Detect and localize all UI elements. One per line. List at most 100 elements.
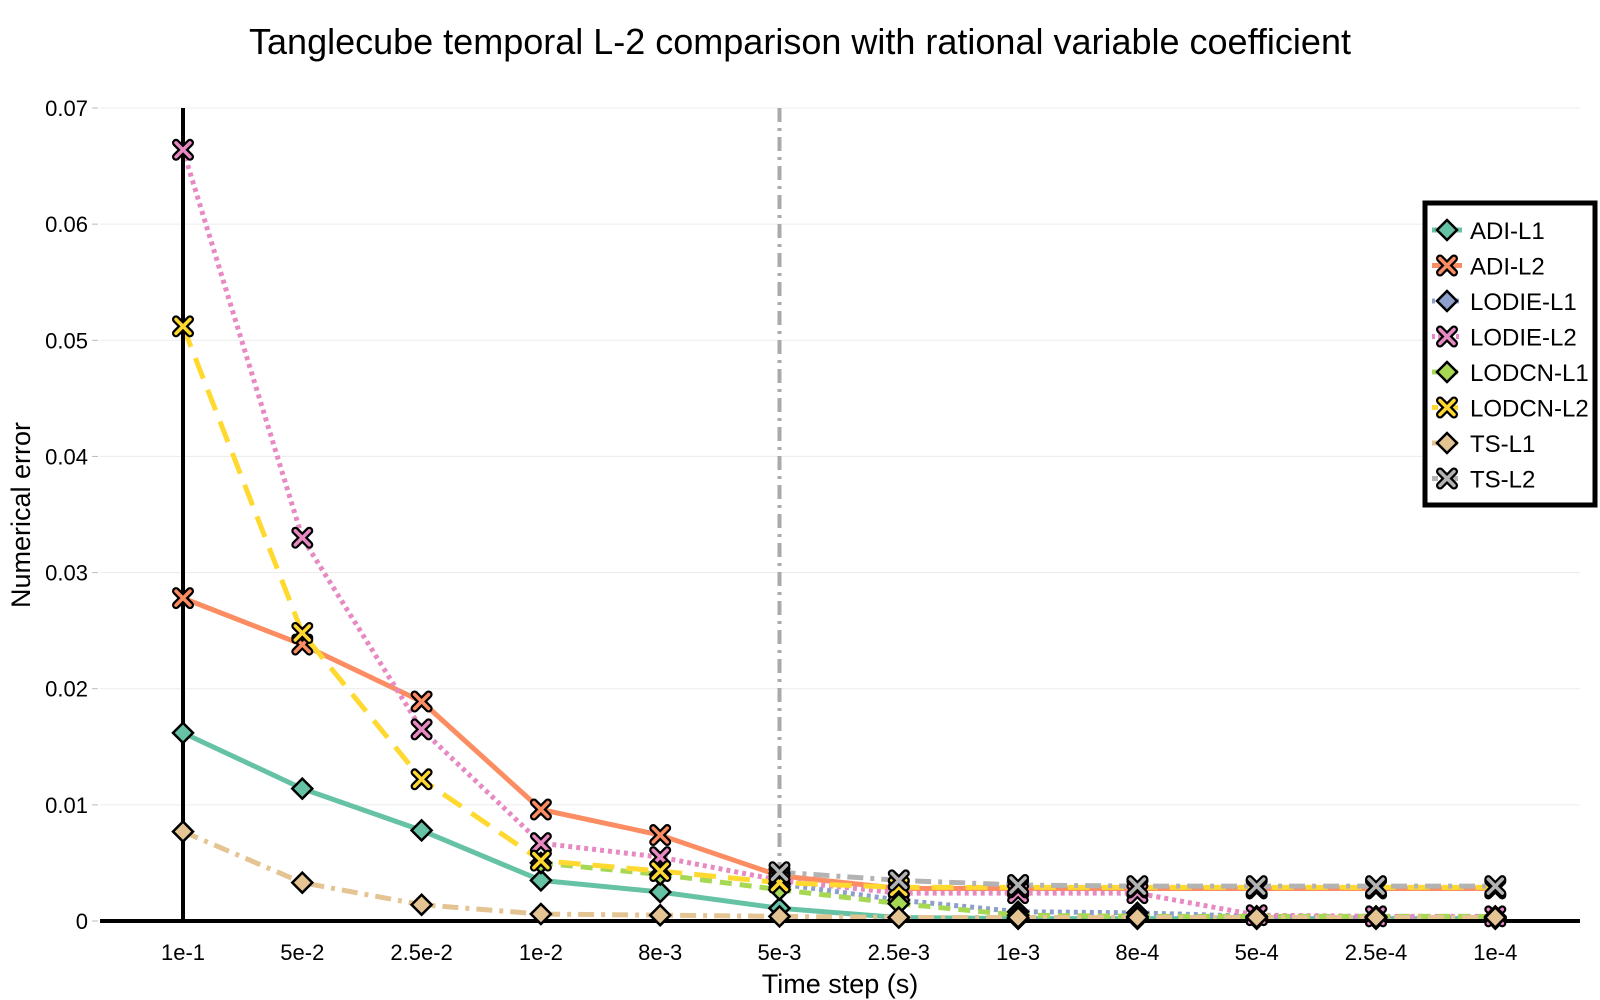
y-tick-label: 0.06 [45, 212, 88, 237]
legend-box [1422, 200, 1598, 508]
data-point-ts-l2 [1365, 875, 1387, 898]
marker-stroke [1367, 877, 1385, 895]
x-tick-label: 8e-3 [638, 940, 682, 965]
data-point-ts-l2 [1245, 875, 1268, 898]
legend-marker [1436, 467, 1458, 490]
data-point-lodie-l2 [529, 832, 552, 855]
data-point-ts-l1 [171, 819, 195, 844]
x-tick-label: 2.5e-4 [1345, 940, 1407, 965]
marker-stroke [532, 834, 550, 852]
marker-stroke [1438, 256, 1456, 275]
x-tick-label: 1e-1 [161, 940, 205, 965]
x-tick-label: 5e-3 [757, 940, 801, 965]
y-tick-label: 0.05 [45, 328, 88, 353]
data-point-ts-l1 [1125, 905, 1150, 930]
data-point-lodcn-l2 [410, 768, 433, 791]
x-tick-label: 2.5e-2 [390, 940, 452, 965]
legend-marker [1435, 218, 1459, 242]
legend-label: ADI-L2 [1470, 254, 1545, 281]
marker-stroke [1438, 398, 1456, 417]
data-point-adi-l1 [529, 868, 553, 893]
legend-label: LODIE-L2 [1470, 325, 1577, 352]
legend-label: TS-L1 [1470, 431, 1535, 458]
marker-stroke [293, 624, 312, 642]
legend: ADI-L1 ADI-L2 LODIE-L1 LODIE-L2 LODCN-L1 LODC… [1422, 200, 1598, 508]
data-point-ts-l1 [1244, 905, 1269, 930]
data-point-ts-l2 [768, 861, 791, 884]
data-point-lodcn-l2 [172, 315, 194, 338]
marker-stroke [651, 862, 669, 880]
x-tick-label: 1e-2 [519, 940, 563, 965]
legend-label: LODIE-L1 [1470, 289, 1577, 316]
grid-layer [100, 107, 1580, 806]
marker-stroke [651, 826, 669, 844]
data-point-adi-l1 [290, 776, 315, 801]
y-tick-label: 0.01 [45, 793, 88, 818]
legend-label: ADI-L1 [1470, 218, 1545, 245]
series-line-ts-l1 [182, 829, 1496, 921]
x-tick-label: 1e-4 [1473, 940, 1517, 965]
data-point-ts-l1 [1483, 905, 1508, 930]
marker-stroke [1438, 327, 1456, 346]
series-line-lodie-l2 [180, 149, 1496, 919]
y-tick-label: 0 [76, 909, 88, 934]
marker-stroke [412, 770, 431, 789]
data-point-lodie-l2 [172, 138, 194, 161]
legend-marker [1435, 431, 1459, 455]
data-point-adi-l1 [648, 880, 672, 904]
legend-label: LODCN-L1 [1470, 360, 1589, 387]
data-point-ts-l1 [290, 870, 315, 895]
data-point-ts-l1 [409, 892, 434, 917]
data-point-adi-l1 [409, 818, 434, 843]
chart-title: Tanglecube temporal L-2 comparison with … [249, 21, 1351, 62]
marker-stroke [293, 528, 312, 547]
data-point-ts-l2 [1126, 875, 1149, 898]
data-point-ts-l1 [648, 903, 672, 927]
marker-stroke [1438, 469, 1456, 488]
data-point-ts-l2 [887, 869, 910, 892]
x-tick-label: 5e-4 [1235, 940, 1279, 965]
data-point-lodcn-l2 [291, 621, 314, 644]
axis-layer: 0 0.01 0.02 0.03 0.04 0.05 0.06 0.07 1e-1 5e-2 2.5… [45, 96, 1580, 965]
x-tick-label: 2.5e-3 [868, 940, 930, 965]
legend-marker [1436, 254, 1458, 277]
marker-stroke [1247, 877, 1266, 895]
data-point-ts-l2 [1007, 873, 1030, 896]
legend-marker [1435, 360, 1459, 384]
legend-marker [1435, 289, 1459, 313]
marker-stroke [1486, 877, 1505, 895]
data-point-adi-l2 [649, 824, 672, 847]
legend-marker [1436, 396, 1458, 419]
marker-stroke [532, 851, 550, 870]
data-point-adi-l2 [172, 587, 194, 610]
marker-stroke [1128, 877, 1147, 895]
data-point-ts-l2 [1484, 875, 1507, 898]
data-point-adi-l2 [410, 690, 433, 713]
legend-label: TS-L2 [1470, 467, 1535, 494]
data-point-ts-l1 [1364, 905, 1388, 930]
x-axis-label: Time step (s) [762, 969, 919, 999]
data-point-ts-l1 [1006, 905, 1030, 930]
marker-stroke [412, 720, 431, 739]
y-tick-label: 0.02 [45, 677, 88, 702]
x-tick-label: 5e-2 [280, 940, 324, 965]
data-point-lodie-l2 [291, 526, 314, 549]
marker-stroke [174, 141, 192, 159]
marker-stroke [770, 863, 789, 881]
data-point-ts-l1 [887, 905, 911, 930]
x-tick-label: 8e-4 [1115, 940, 1159, 965]
marker-stroke [1009, 876, 1027, 894]
data-point-adi-l1 [171, 721, 195, 745]
y-tick-label: 0.04 [45, 444, 88, 469]
y-axis-label: Numerical error [6, 422, 36, 608]
marker-stroke [174, 317, 192, 336]
marker-stroke [174, 589, 192, 607]
series-line-adi-l2 [182, 595, 1496, 891]
series-layer [180, 149, 1496, 922]
y-tick-label: 0.03 [45, 561, 88, 586]
marker-stroke [532, 800, 550, 819]
marker-stroke [412, 692, 431, 711]
legend-marker [1436, 325, 1458, 348]
